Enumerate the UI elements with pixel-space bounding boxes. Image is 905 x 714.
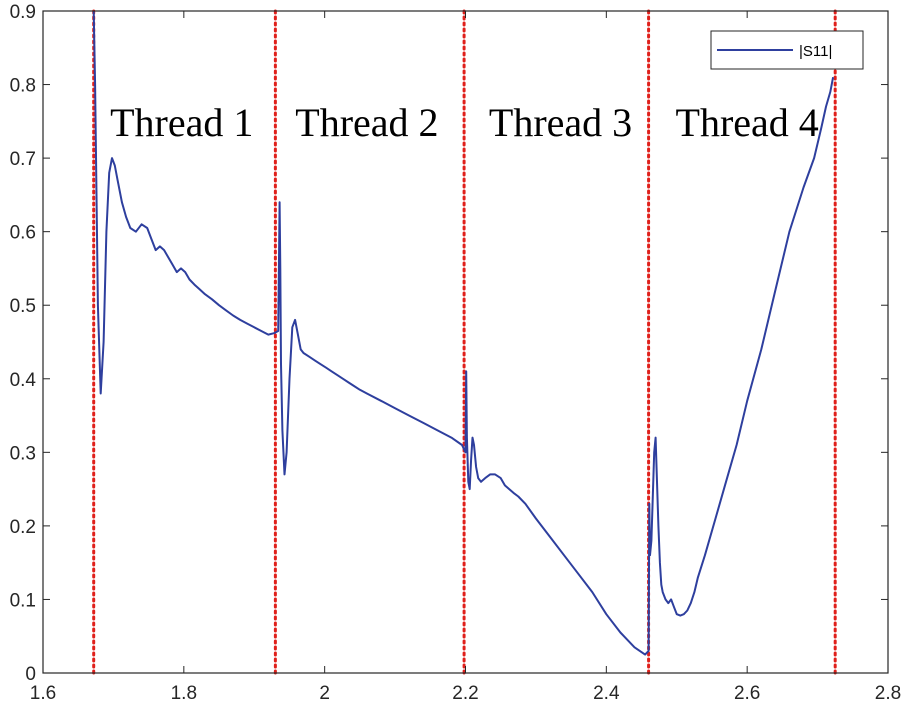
legend: |S11|: [710, 30, 864, 70]
series-group: [92, 10, 835, 656]
y-tick-label: 0.2: [10, 517, 36, 538]
y-tick-label: 0: [25, 664, 36, 685]
thread-label: Thread 4: [676, 100, 819, 145]
thread-labels: Thread 1 Thread 2 Thread 3 Thread 4: [110, 100, 819, 145]
x-tick-label: 2.4: [593, 683, 620, 704]
legend-entry: |S11|: [799, 43, 832, 60]
x-tick-label: 2: [319, 683, 330, 704]
thread-label: Thread 2: [295, 100, 438, 145]
series-line-s11: [92, 10, 835, 656]
axes: 1.6 1.8 2 2.2 2.4 2.6 2.8 0 0.1 0.2 0.3 0.4 0.5 0.6 0.…: [10, 2, 902, 704]
y-tick-label: 0.9: [10, 2, 36, 23]
y-tick-label: 0.5: [10, 296, 36, 317]
y-tick-label: 0.7: [10, 149, 36, 170]
x-tick-label: 2.2: [452, 683, 478, 704]
y-tick-label: 0.4: [10, 370, 37, 391]
thread-boundary-lines: [92, 9, 837, 675]
y-tick-label: 0.1: [10, 590, 36, 611]
y-tick-label: 0.3: [10, 443, 36, 464]
x-tick-label: 2.6: [734, 683, 760, 704]
x-tick-label: 1.6: [30, 683, 56, 704]
x-tick-label: 1.8: [171, 683, 197, 704]
x-tick-label: 2.8: [875, 683, 901, 704]
thread-label: Thread 3: [489, 100, 632, 145]
y-tick-label: 0.8: [10, 76, 36, 97]
thread-label: Thread 1: [110, 100, 253, 145]
y-tick-label: 0.6: [10, 223, 36, 244]
